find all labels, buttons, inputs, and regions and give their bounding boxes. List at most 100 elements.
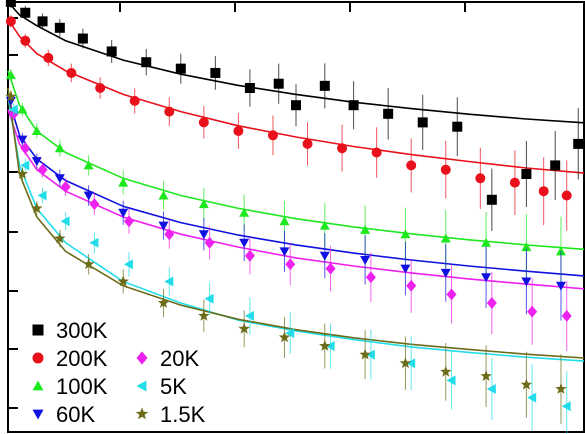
data-point [486,384,496,394]
plot-border [7,1,585,433]
data-point [521,277,532,287]
data-points [5,0,584,434]
data-point [446,288,457,301]
data-point [198,199,209,209]
data-point [54,174,65,184]
data-point [83,191,94,201]
data-point [555,246,566,256]
series-200K [5,15,572,231]
data-point [348,100,359,111]
data-point [17,135,28,145]
series-60K [5,94,566,321]
data-point [509,177,520,188]
data-point [400,264,411,274]
data-point [359,348,371,360]
data-point [244,310,254,321]
legend-entry-5K: 5K [136,374,187,399]
data-point [141,57,152,68]
data-point [573,138,584,149]
legend-marker [32,409,44,420]
data-point [406,160,417,171]
data-point [244,83,255,93]
data-point [210,67,221,78]
data-point [446,375,456,386]
data-point [400,229,411,239]
data-point [360,256,371,265]
data-point [399,357,412,369]
data-point [561,401,571,412]
data-point [198,230,209,240]
data-point [204,236,215,249]
legend-label: 300K [56,318,108,343]
data-point [555,383,567,394]
data-point [440,233,451,243]
legend-entry-20K: 20K [136,346,199,371]
data-point [325,262,336,275]
data-point [285,328,295,339]
data-point [164,228,175,241]
data-point [158,190,169,200]
data-point [319,80,330,91]
data-point [279,216,290,226]
data-point [164,276,174,287]
data-point [37,16,48,27]
data-point [20,7,31,18]
data-point [291,100,301,111]
data-point [239,207,250,217]
data-point [285,258,296,271]
data-point [440,164,451,175]
data-point [204,293,214,304]
legend-entry-1.5K: 1.5K [135,402,206,427]
data-point [520,378,533,390]
data-point [106,46,117,57]
data-point [365,271,376,284]
data-point [157,297,170,308]
data-point [417,117,428,128]
data-point [43,52,54,63]
series-5K [8,103,571,434]
data-point [118,177,129,187]
data-point [54,22,65,33]
data-point [31,157,42,167]
legend-marker [32,352,44,364]
data-point [521,169,532,179]
data-point [360,224,371,234]
data-point [17,104,28,114]
data-point [5,90,17,102]
data-point [5,70,16,80]
data-point [406,279,417,292]
data-point [158,221,169,231]
data-point [31,202,43,214]
data-point [164,106,175,117]
legend-entry-300K: 300K [32,318,108,343]
data-point [480,370,492,381]
data-point [521,242,532,252]
data-point [481,273,492,283]
series-20K [8,107,572,351]
data-point [54,143,65,153]
data-point [20,142,31,155]
data-point [244,249,255,262]
series-1.5K [5,90,567,424]
data-point [8,104,18,115]
plot-frame [7,1,585,433]
legend-label: 60K [56,402,95,427]
data-point [60,216,70,227]
data-point [95,83,106,93]
data-point [89,198,100,211]
data-point [123,259,133,270]
data-point [37,163,48,176]
series-300K [5,0,584,231]
legend-label: 100K [56,374,108,399]
data-point [481,237,492,247]
data-point [538,186,549,197]
data-point [238,322,250,334]
data-point [279,247,290,257]
data-point [273,78,284,89]
legend-label: 1.5K [160,402,206,427]
data-point [550,160,561,171]
fit-line-20K [7,109,585,290]
data-point [123,215,134,228]
data-point [527,392,537,403]
data-point [267,130,278,141]
